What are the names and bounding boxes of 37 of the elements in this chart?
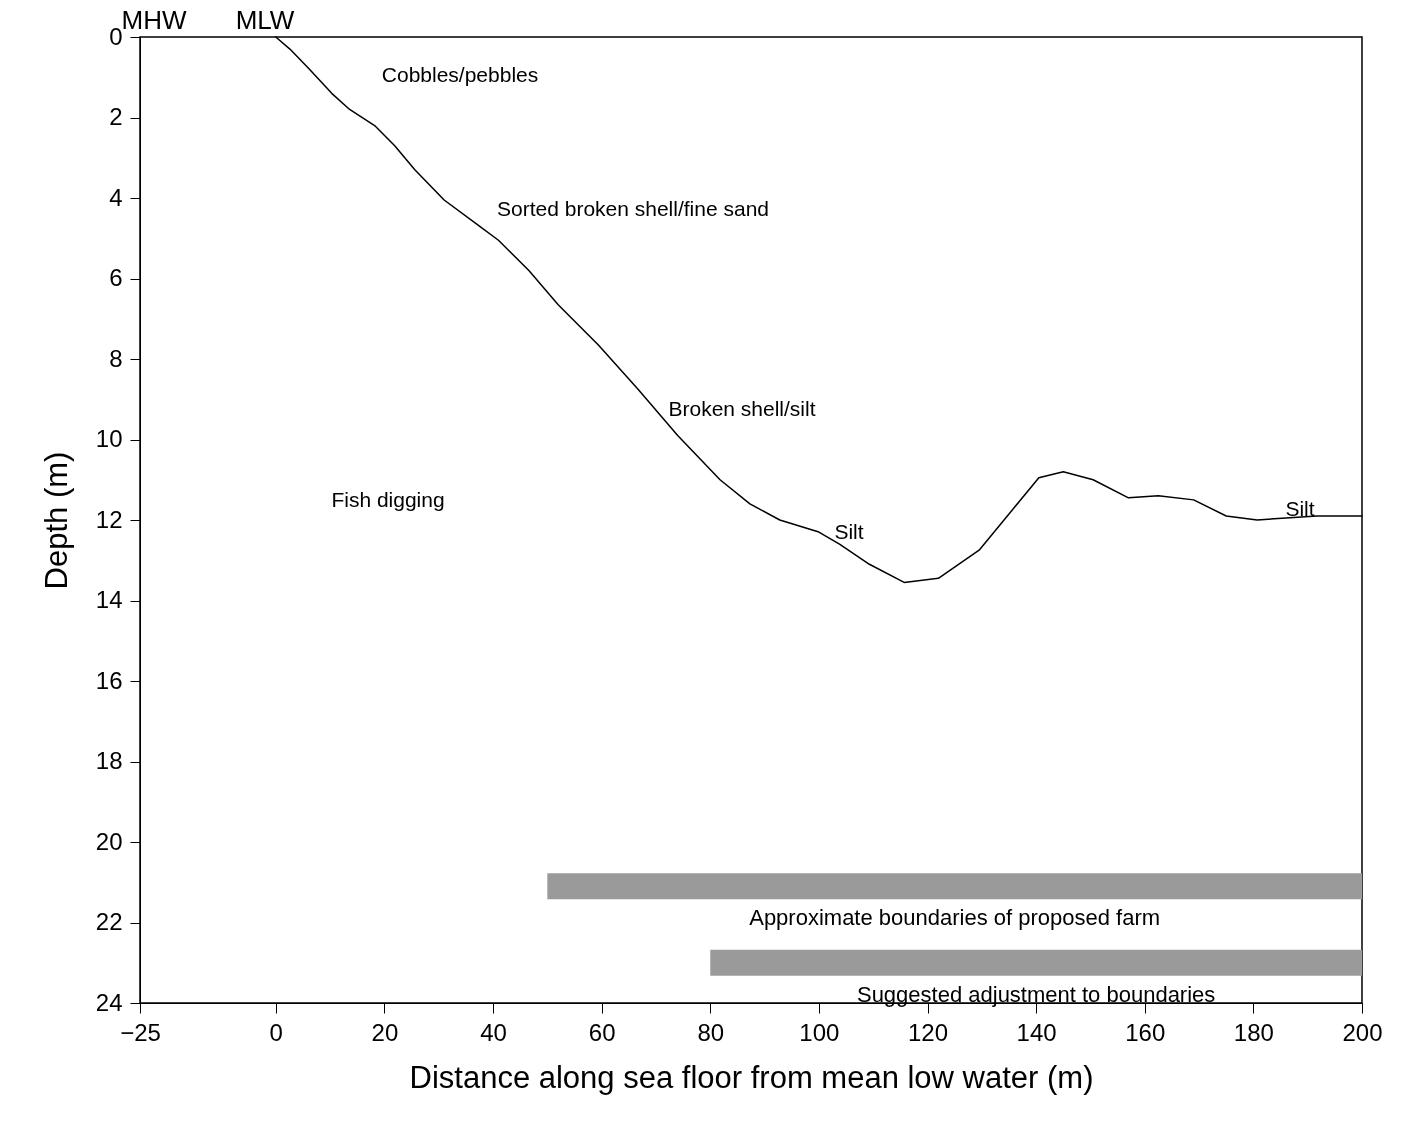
y-tick-label: 20 [95, 827, 123, 855]
text: MHW [121, 5, 187, 35]
x-tick-label: 20 [371, 1018, 399, 1046]
x-tick-label: 40 [480, 1018, 507, 1046]
x-tick-label: 180 [1233, 1018, 1274, 1046]
series-label: Suggested adjustment to boundaries [856, 981, 1216, 1007]
y-tick-label: 2 [109, 103, 123, 130]
x-tick-label: 60 [588, 1018, 616, 1046]
y-tick-label: 6 [109, 264, 123, 291]
x-tick-label: 160 [1125, 1018, 1166, 1046]
y-tick-label: 0 [109, 22, 123, 50]
annotation: Broken shell/silt [668, 397, 816, 420]
y-tick-label: 14 [95, 586, 123, 613]
annotation: Fish digging [331, 488, 445, 511]
x-tick-label: 140 [1016, 1018, 1057, 1046]
x-tick-label: 120 [907, 1018, 949, 1046]
x-tick-label: −25 [120, 1018, 161, 1046]
y-tick-label: 18 [95, 747, 123, 774]
series-label: Approximate boundaries of proposed farm [749, 905, 1161, 931]
x-tick-label: 80 [697, 1018, 725, 1046]
text: MLW [235, 5, 295, 35]
y-tick-label: 10 [95, 425, 123, 452]
annotation: Sorted broken shell/fine sand [496, 197, 770, 220]
y-axis-title: Depth (m) [38, 451, 74, 590]
y-tick-label: 4 [109, 183, 123, 211]
x-tick-label: 100 [799, 1018, 840, 1046]
annotation: Silt [1285, 497, 1315, 520]
x-tick-label: 200 [1342, 1018, 1383, 1046]
y-tick-label: 12 [95, 505, 123, 533]
y-tick-label: 22 [95, 908, 123, 935]
y-tick-label: 24 [95, 988, 123, 1016]
x-tick-label: 0 [269, 1018, 283, 1046]
annotation: Cobbles/pebbles [381, 63, 539, 86]
x-axis-title: Distance along sea floor from mean low water (m) [409, 1059, 1094, 1095]
y-tick-label: 16 [95, 666, 123, 694]
annotation: Silt [834, 520, 864, 543]
y-tick-label: 8 [109, 344, 123, 372]
